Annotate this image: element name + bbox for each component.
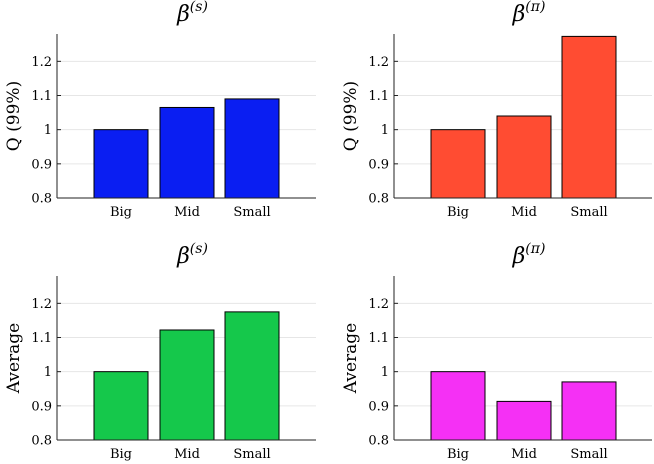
- bar-big: [93, 371, 149, 441]
- y-axis-label: Q (99%): [341, 81, 361, 151]
- y-tick-label: 1.1: [368, 89, 389, 104]
- bar-small: [561, 35, 617, 199]
- x-tick-label: Big: [110, 447, 132, 462]
- x-tick-label: Small: [570, 205, 607, 220]
- y-tick-label: 1: [44, 365, 52, 380]
- y-tick-label: 1: [381, 123, 389, 138]
- y-tick-label: 1.2: [31, 297, 52, 312]
- x-tick-label: Mid: [511, 205, 537, 220]
- bar-big: [430, 129, 486, 199]
- y-tick-label: 1.2: [368, 297, 389, 312]
- x-tick-label: Big: [447, 205, 469, 220]
- chart-panel-top-right: Big Mid Small 0.8 0.9 1 1.1 1.2 Q (99%) β(π): [341, 0, 652, 220]
- bar-small: [561, 381, 617, 441]
- y-axis-label: Average: [341, 323, 361, 394]
- bar-mid: [496, 115, 552, 199]
- chart-panel-top-left: Big Mid Small 0.8 0.9 1 1.1 1.2 Q (99%) β(s): [4, 0, 316, 220]
- bar-big: [430, 371, 486, 441]
- chart-panel-bottom-left: Big Mid Small 0.8 0.9 1 1.1 1.2 Average β(s): [4, 241, 316, 462]
- chart-title: β(π): [512, 241, 546, 269]
- bar-big: [93, 129, 149, 199]
- bar-small: [224, 311, 280, 441]
- x-tick-label: Small: [570, 447, 607, 462]
- bar-small: [224, 98, 280, 199]
- x-tick-label: Mid: [511, 447, 537, 462]
- x-tick-label: Small: [233, 205, 270, 220]
- y-axis-label: Q (99%): [4, 81, 24, 151]
- y-tick-label: 0.9: [368, 399, 389, 414]
- y-tick-label: 1: [44, 123, 52, 138]
- chart-title: β(π): [512, 0, 546, 27]
- y-tick-label: 0.8: [368, 434, 389, 449]
- x-tick-label: Mid: [174, 447, 200, 462]
- y-tick-label: 1.1: [368, 331, 389, 346]
- x-tick-label: Big: [110, 205, 132, 220]
- y-tick-label: 0.8: [31, 192, 52, 207]
- x-tick-label: Mid: [174, 205, 200, 220]
- chart-panel-bottom-right: Big Mid Small 0.8 0.9 1 1.1 1.2 Average β(π): [341, 241, 652, 462]
- chart-title: β(s): [176, 0, 208, 27]
- y-tick-label: 1.2: [368, 55, 389, 70]
- y-tick-label: 0.9: [31, 399, 52, 414]
- x-tick-label: Big: [447, 447, 469, 462]
- bar-mid: [159, 329, 215, 441]
- y-tick-label: 1.2: [31, 55, 52, 70]
- y-tick-label: 1.1: [31, 89, 52, 104]
- y-tick-label: 0.8: [368, 192, 389, 207]
- chart-title: β(s): [176, 241, 208, 269]
- y-tick-label: 0.9: [31, 157, 52, 172]
- bar-mid: [159, 106, 215, 199]
- y-tick-label: 0.9: [368, 157, 389, 172]
- y-tick-label: 1.1: [31, 331, 52, 346]
- bar-mid: [496, 400, 552, 441]
- y-tick-label: 1: [381, 365, 389, 380]
- y-axis-label: Average: [4, 323, 24, 394]
- x-tick-label: Small: [233, 447, 270, 462]
- y-tick-label: 0.8: [31, 434, 52, 449]
